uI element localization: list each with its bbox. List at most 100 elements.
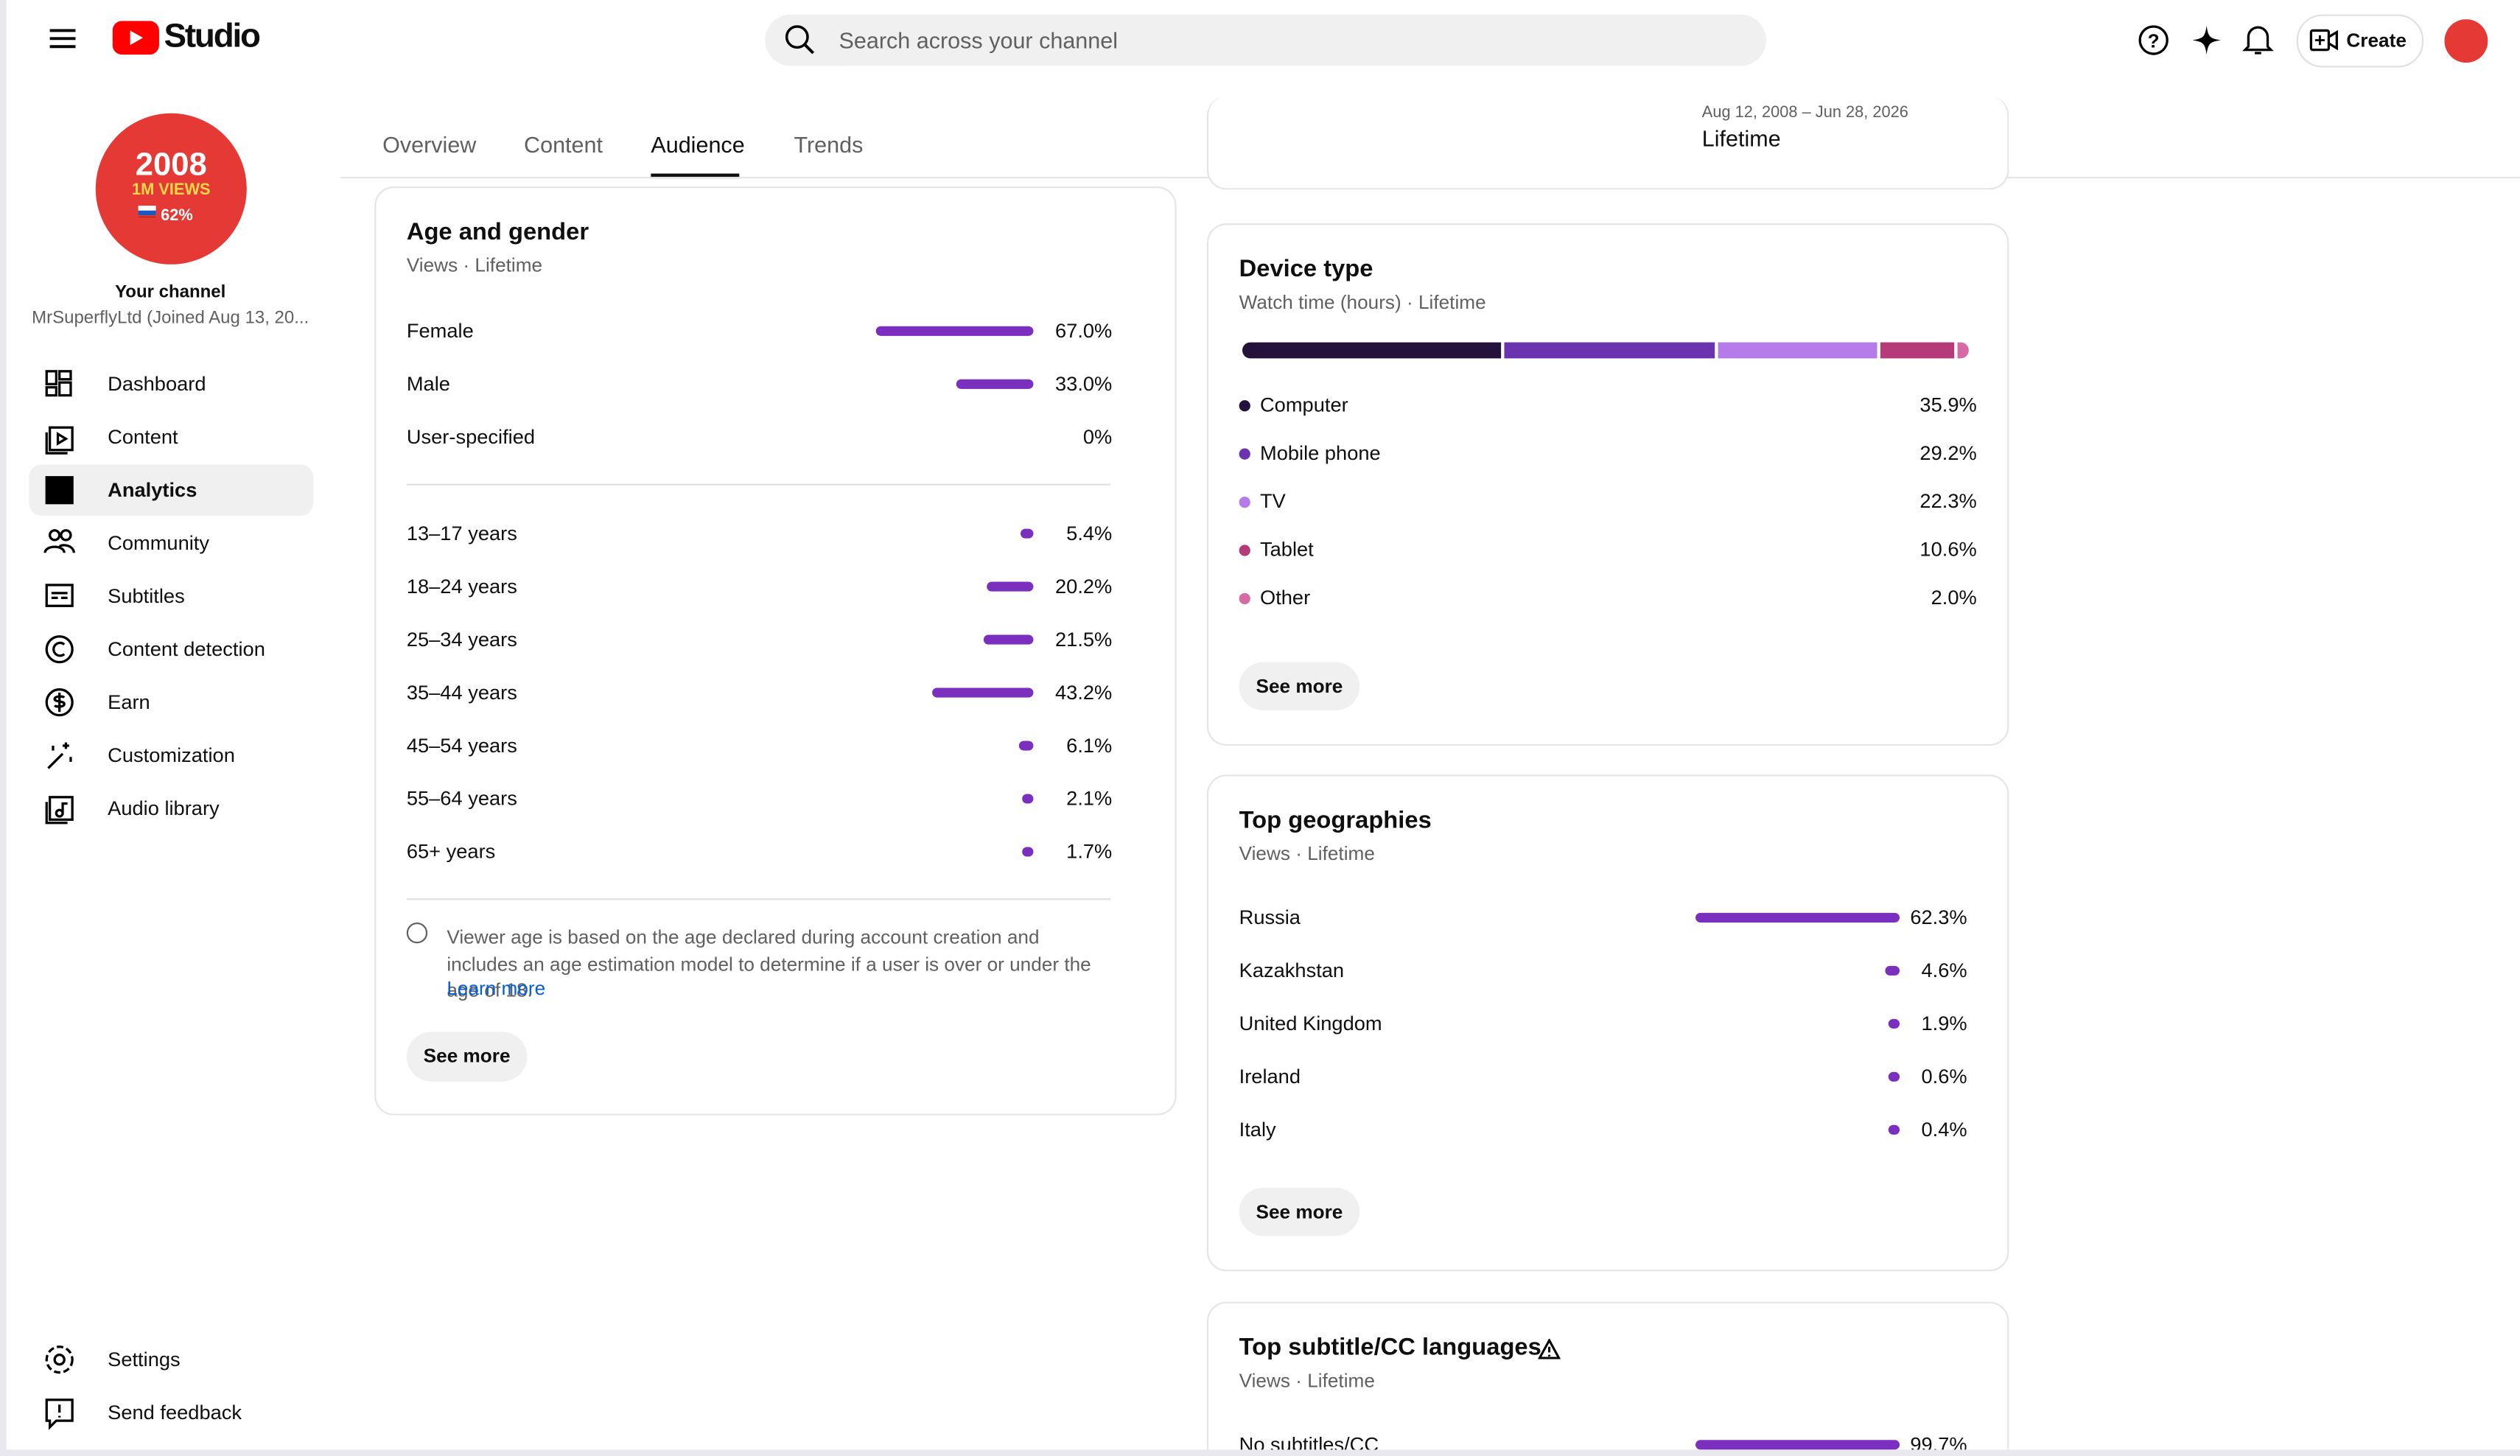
row-value: 43.2%: [1054, 681, 1113, 704]
nav-icons: [43, 370, 75, 825]
nav-item[interactable]: Content: [108, 425, 178, 449]
footer-item[interactable]: Send feedback: [108, 1401, 242, 1424]
row-label: Computer: [1259, 393, 1348, 416]
row-label: 18–24 years: [406, 575, 517, 598]
device-card: Device type Watch time (hours) · Lifetime…: [1207, 223, 2009, 746]
row-value: 22.3%: [1919, 490, 1977, 513]
row-value: 1.9%: [1921, 1012, 1967, 1035]
create-label[interactable]: Create: [2346, 29, 2407, 52]
search-icon: [785, 25, 815, 55]
see-more[interactable]: See more: [406, 1032, 528, 1082]
row-value: 29.2%: [1919, 441, 1977, 465]
tab[interactable]: Audience: [651, 131, 745, 158]
nav-item[interactable]: Community: [108, 531, 210, 555]
bar: [982, 634, 1034, 645]
row-label: Other: [1259, 587, 1311, 609]
tab-underline: [651, 173, 740, 179]
card-title: Top subtitle/CC languages: [1239, 1334, 1541, 1362]
row-label: 55–64 years: [406, 787, 517, 811]
note: Viewer age is based on the age declared …: [447, 925, 1091, 1001]
learn-more[interactable]: Learn more: [447, 977, 546, 1000]
legend-dot: [1239, 496, 1250, 508]
nav-item[interactable]: Content detection: [108, 637, 265, 661]
row-value: 0.4%: [1921, 1119, 1967, 1141]
bar: [1888, 1018, 1900, 1029]
card-subtitle: Views · Lifetime: [1239, 841, 1375, 865]
row-label: Mobile phone: [1259, 441, 1381, 465]
row-label: 25–34 years: [406, 628, 517, 651]
row-value: 62.3%: [1910, 906, 1967, 929]
footer-item[interactable]: Settings: [108, 1348, 181, 1371]
date-label[interactable]: Lifetime: [1701, 125, 1781, 152]
account-avatar[interactable]: [2444, 19, 2488, 63]
row-value: 5.4%: [1066, 522, 1113, 545]
card-title: Top geographies: [1239, 806, 1432, 834]
avatar-text: 1M VIEWS: [131, 181, 211, 200]
row-label: Male: [406, 373, 450, 396]
create-button[interactable]: [2296, 14, 2424, 68]
channel-avatar[interactable]: [95, 113, 248, 265]
bar: [1022, 794, 1034, 804]
row-value: 0%: [1082, 425, 1113, 449]
nav-item[interactable]: Subtitles: [108, 584, 185, 608]
row-value: 1.7%: [1066, 840, 1113, 864]
row-label: Ireland: [1239, 1065, 1301, 1088]
row-value: 67.0%: [1054, 320, 1113, 343]
bar: [1888, 1071, 1900, 1082]
row-label: 65+ years: [406, 840, 496, 864]
see-more[interactable]: See more: [1239, 1187, 1360, 1236]
card-subtitle: Views · Lifetime: [1239, 1369, 1375, 1392]
warning-icon: [1537, 1337, 1561, 1359]
legend-dot: [1239, 592, 1250, 605]
row-label: Female: [406, 320, 474, 343]
row-label: 35–44 years: [406, 681, 517, 704]
row-label: TV: [1259, 490, 1286, 513]
bell-icon[interactable]: [2242, 23, 2275, 58]
nav-item[interactable]: Dashboard: [108, 373, 206, 396]
row-label: Russia: [1239, 906, 1301, 929]
age-gender-card: Age and gender Views · Lifetime Female 67.0…: [374, 186, 1177, 1116]
bar: [1019, 741, 1034, 751]
nav-item[interactable]: Analytics: [108, 478, 197, 502]
help-icon[interactable]: ?: [2138, 24, 2170, 57]
tab[interactable]: Trends: [794, 131, 864, 158]
bar: [1695, 1440, 1900, 1450]
nav-item[interactable]: Audio library: [108, 797, 220, 820]
see-more[interactable]: See more: [1239, 662, 1360, 711]
logo-text[interactable]: Studio: [164, 17, 261, 55]
menu-icon[interactable]: [48, 26, 77, 52]
svg-text:?: ?: [2148, 29, 2160, 52]
geographies-card: Top geographies Views · Lifetime Russia 62.…: [1207, 774, 2009, 1272]
bar: [1695, 912, 1900, 923]
avatar-text: 62%: [161, 207, 193, 225]
row-label: Tablet: [1259, 538, 1314, 561]
row-label: Kazakhstan: [1239, 959, 1345, 982]
card-title: Device type: [1239, 255, 1373, 283]
legend-dot: [1239, 400, 1250, 412]
divider: [406, 483, 1111, 486]
tab[interactable]: Content: [524, 131, 603, 158]
row-value: 35.9%: [1919, 393, 1977, 416]
subtitle-languages-card: Top subtitle/CC languages Views · Lifetim…: [1207, 1301, 2009, 1456]
legend-dot: [1239, 448, 1250, 460]
stacked-segment: [1242, 342, 1502, 359]
card-title: Age and gender: [406, 218, 589, 246]
sparkle-icon[interactable]: [2191, 24, 2223, 57]
card-subtitle: Watch time (hours) · Lifetime: [1239, 290, 1486, 314]
search-box[interactable]: [765, 14, 1767, 66]
bar: [1884, 965, 1900, 976]
date-range: Aug 12, 2008 – Jun 28, 2026: [1701, 104, 1908, 122]
row-value: 20.2%: [1054, 575, 1113, 598]
row-label: No subtitles/CC: [1239, 1433, 1379, 1456]
nav-item[interactable]: Earn: [108, 690, 150, 714]
bar: [876, 326, 1034, 336]
tab[interactable]: Overview: [382, 131, 477, 158]
nav-active-bg: [29, 464, 314, 517]
logo-icon[interactable]: [112, 21, 161, 56]
row-value: 10.6%: [1919, 538, 1977, 561]
warning-icon: [1537, 1337, 1561, 1365]
nav-item[interactable]: Customization: [108, 743, 235, 767]
row-value: 2.0%: [1931, 587, 1977, 609]
stacked-segment: [1957, 342, 1970, 359]
